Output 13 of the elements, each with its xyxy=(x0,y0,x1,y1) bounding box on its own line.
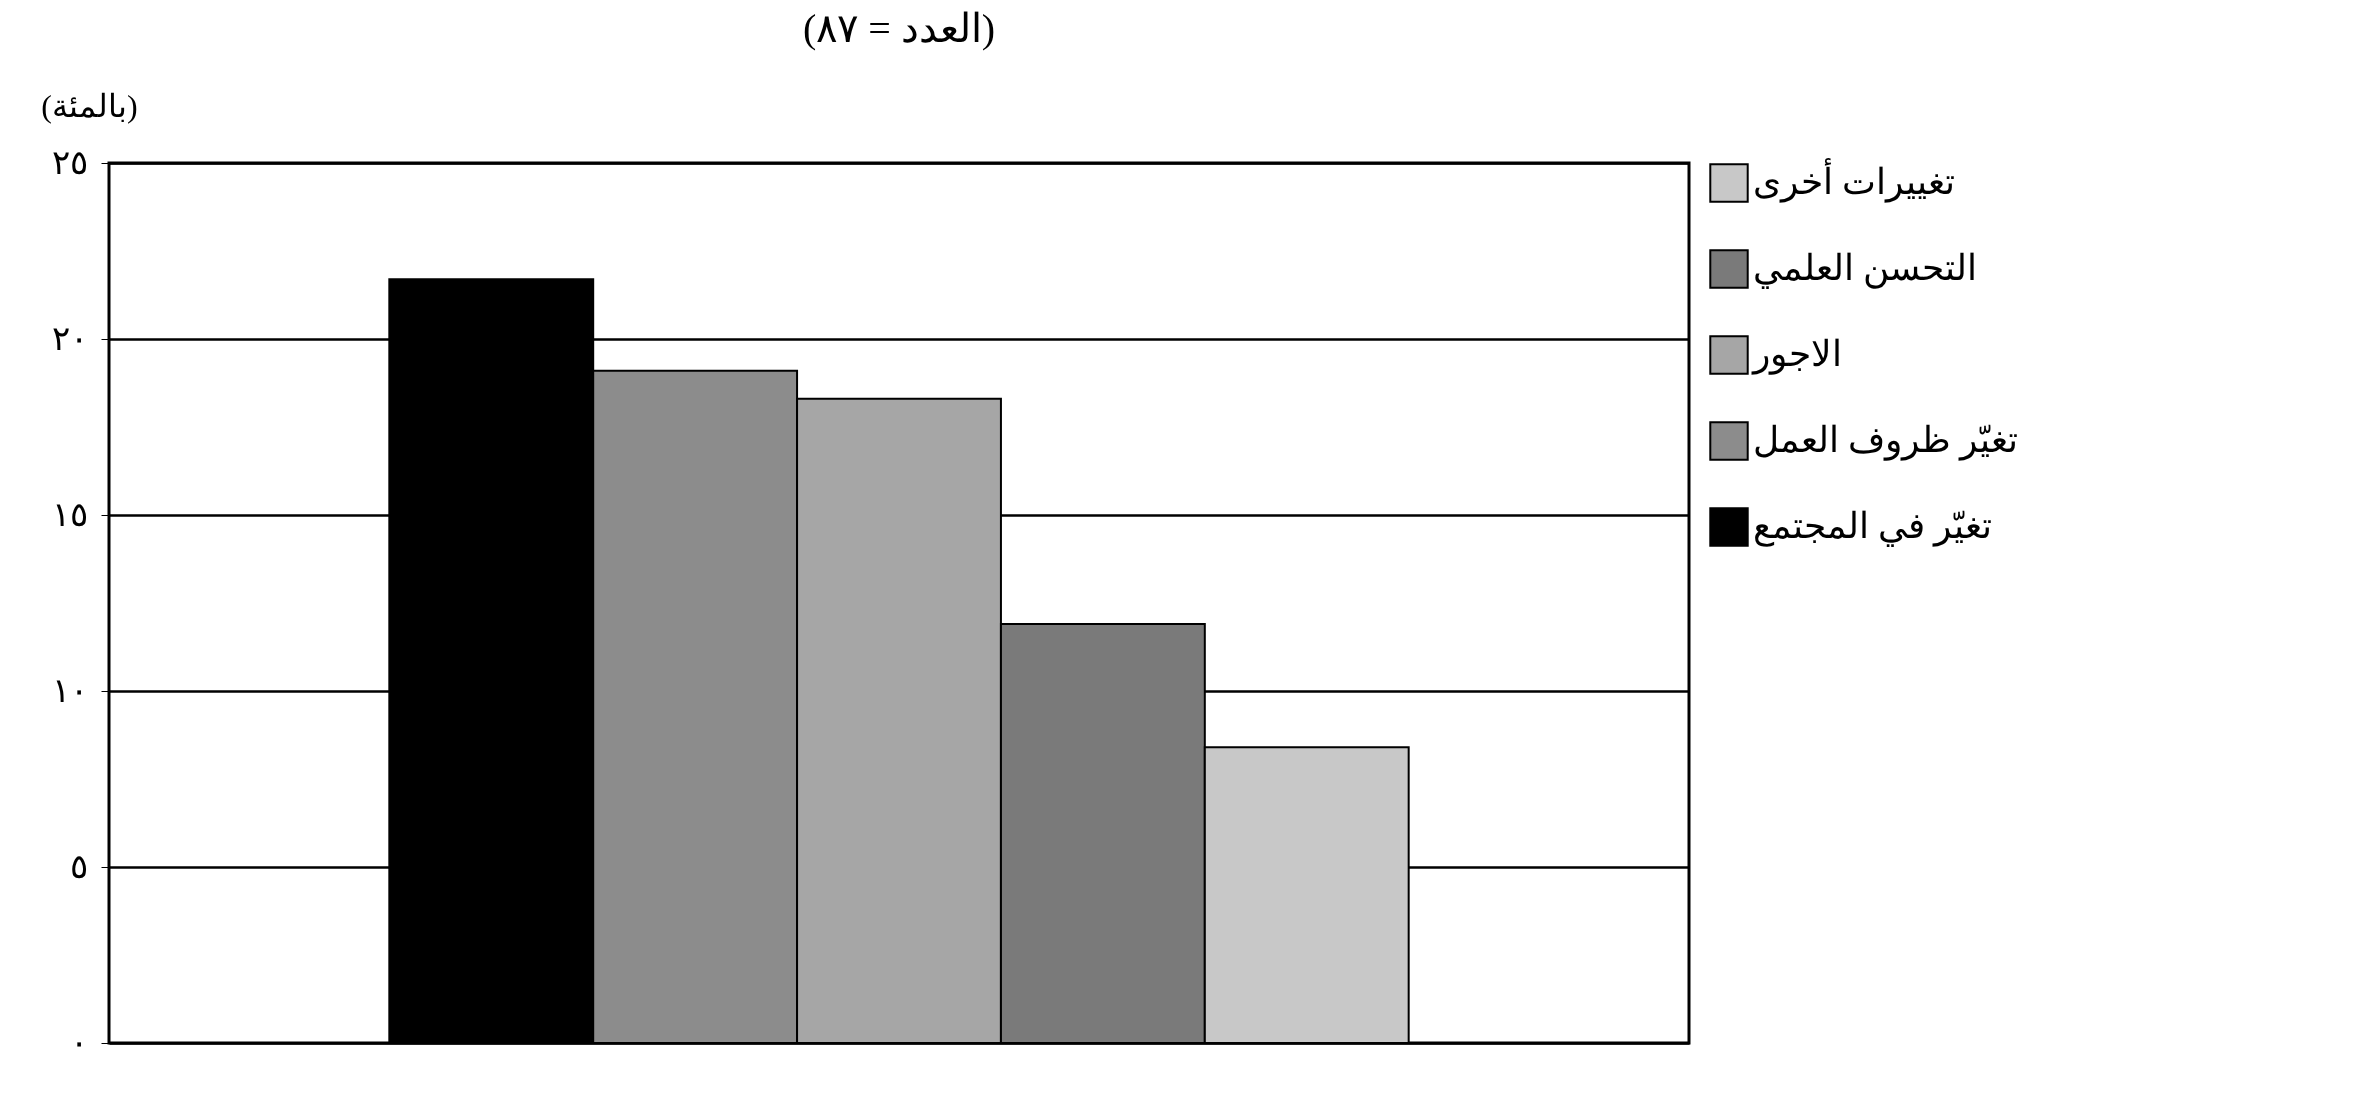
y-tick-label: ١٠ xyxy=(51,671,88,709)
legend-label: تغيّر في المجتمع xyxy=(1753,506,1992,547)
legend-label: تغيّر ظروف العمل xyxy=(1753,420,2018,461)
y-tick-label: ٥ xyxy=(69,847,88,885)
chart-title: (العدد = ٨٧) xyxy=(802,6,996,51)
y-tick-label: ٢٠ xyxy=(51,319,88,357)
legend-label: تغييرات أخرى xyxy=(1753,157,1955,203)
y-tick-label: ٢٥ xyxy=(51,143,88,181)
y-tick-label: ٠ xyxy=(69,1023,88,1061)
legend-label: التحسن العلمي xyxy=(1753,248,1977,289)
y-axis-title: (بالمئة) xyxy=(41,87,138,124)
y-tick-label: ١٥ xyxy=(51,495,88,533)
legend-label: الاجور xyxy=(1751,334,1842,375)
